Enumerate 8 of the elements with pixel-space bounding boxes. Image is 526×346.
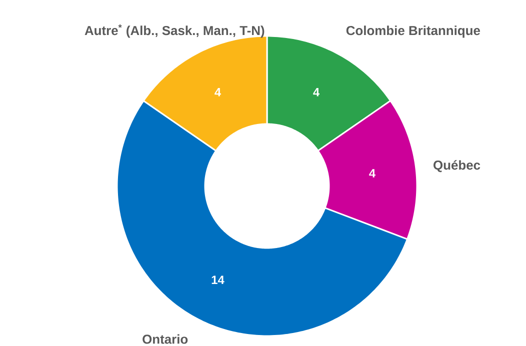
- data-label: 14: [212, 276, 224, 284]
- data-label: 4: [313, 88, 320, 96]
- data-label: 4: [369, 169, 376, 178]
- slice-label: Colombie Britannique: [346, 26, 480, 38]
- data-label: 4: [214, 88, 221, 96]
- slice-label: Autre$^{*}$ (Alb., Sask., Man., T-N): [84, 24, 264, 38]
- slice-label: Ontario: [142, 334, 188, 344]
- slice-label: Québec: [434, 160, 480, 172]
